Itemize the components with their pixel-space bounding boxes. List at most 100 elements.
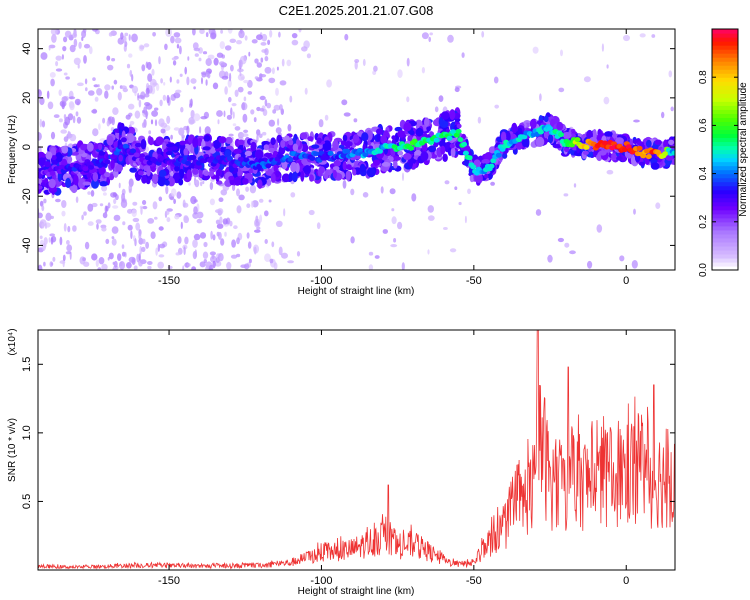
noise-cell xyxy=(113,260,118,268)
noise-cell xyxy=(148,130,152,135)
noise-cell xyxy=(239,72,242,77)
band-cell xyxy=(428,145,437,153)
noise-cell xyxy=(271,241,275,248)
noise-cell xyxy=(535,209,542,216)
noise-cell xyxy=(118,182,121,189)
colorbar-segment xyxy=(712,141,738,147)
noise-cell xyxy=(91,253,98,261)
noise-cell xyxy=(50,78,55,87)
band-cell xyxy=(186,169,192,181)
noise-cell xyxy=(467,188,471,195)
noise-cell xyxy=(61,96,68,103)
colorbar-segment xyxy=(712,257,738,263)
noise-cell xyxy=(260,57,264,63)
noise-cell xyxy=(143,43,150,48)
noise-cell xyxy=(232,111,235,119)
noise-cell xyxy=(69,44,76,53)
x-tick-label: -50 xyxy=(466,575,482,587)
noise-cell xyxy=(132,217,140,223)
noise-cell xyxy=(180,221,183,230)
noise-cell xyxy=(41,223,45,229)
band-cell xyxy=(552,144,562,149)
band-cell xyxy=(118,154,123,162)
noise-cell xyxy=(155,83,160,91)
noise-cell xyxy=(81,214,84,221)
noise-cell xyxy=(155,247,158,256)
noise-cell xyxy=(50,131,56,140)
noise-cell xyxy=(241,102,246,111)
band-cell xyxy=(604,131,613,137)
noise-cell xyxy=(112,192,117,197)
band-cell xyxy=(342,161,347,171)
noise-cell xyxy=(267,39,271,45)
noise-cell xyxy=(268,119,275,127)
noise-cell xyxy=(145,241,150,249)
noise-cell xyxy=(102,117,106,124)
noise-cell xyxy=(43,261,46,267)
noise-cell xyxy=(217,119,220,125)
band-cell xyxy=(638,161,646,166)
colorbar-segment xyxy=(712,89,738,94)
band-cell xyxy=(488,146,496,154)
noise-cell xyxy=(96,88,103,96)
noise-cell xyxy=(391,216,397,225)
band-cell xyxy=(228,175,235,181)
noise-cell xyxy=(601,43,605,52)
noise-cell xyxy=(63,223,67,232)
noise-cell xyxy=(87,203,94,212)
band-cell xyxy=(543,115,549,123)
noise-cell xyxy=(177,236,182,244)
noise-cell xyxy=(147,73,153,82)
band-cell xyxy=(171,146,178,151)
noise-cell xyxy=(221,75,229,80)
noise-cell xyxy=(176,44,180,49)
x-tick-label: -150 xyxy=(158,275,180,287)
noise-cell xyxy=(269,258,274,264)
noise-cell xyxy=(253,246,257,255)
colorbar-segment xyxy=(712,33,738,38)
noise-cell xyxy=(179,45,182,55)
noise-cell xyxy=(108,252,114,260)
noise-cell xyxy=(242,113,248,123)
noise-cell xyxy=(152,82,158,86)
band-cell xyxy=(48,178,56,189)
band-cell xyxy=(376,128,384,136)
noise-cell xyxy=(272,109,277,114)
band-cell xyxy=(44,161,51,168)
noise-cell xyxy=(43,237,48,245)
band-cell xyxy=(165,151,173,156)
noise-cell xyxy=(107,257,110,261)
noise-cell xyxy=(97,267,102,270)
band-cell xyxy=(110,159,115,170)
noise-cell xyxy=(631,260,638,269)
noise-cell xyxy=(668,70,673,78)
noise-cell xyxy=(60,129,67,134)
band-cell xyxy=(502,152,508,159)
ridge-cell xyxy=(470,164,477,170)
band-cell xyxy=(137,170,144,176)
noise-cell xyxy=(237,68,244,73)
noise-cell xyxy=(238,194,245,201)
y-axis-ticks: 40 20 0 -20 -40 xyxy=(21,43,675,253)
band-cell xyxy=(99,181,108,187)
noise-cell xyxy=(198,57,202,62)
colorbar-segment xyxy=(712,153,738,159)
noise-cell xyxy=(238,59,243,69)
colorbar-segment xyxy=(712,161,738,167)
band-cell xyxy=(270,137,276,146)
colorbar-segment xyxy=(712,85,738,90)
ridge-cell xyxy=(120,137,127,143)
noise-cell xyxy=(63,136,69,143)
band-cell xyxy=(203,171,210,176)
noise-cell xyxy=(38,132,42,141)
noise-cell xyxy=(230,254,238,259)
colorbar-tick-label: 0.2 xyxy=(698,214,709,228)
colorbar-segment xyxy=(712,221,738,227)
noise-cell xyxy=(291,39,299,46)
ridge-cell xyxy=(640,153,647,159)
noise-cell xyxy=(243,79,249,84)
noise-cell xyxy=(111,226,119,234)
noise-cell xyxy=(243,129,249,133)
noise-cell xyxy=(231,103,237,107)
noise-cell xyxy=(202,51,208,55)
